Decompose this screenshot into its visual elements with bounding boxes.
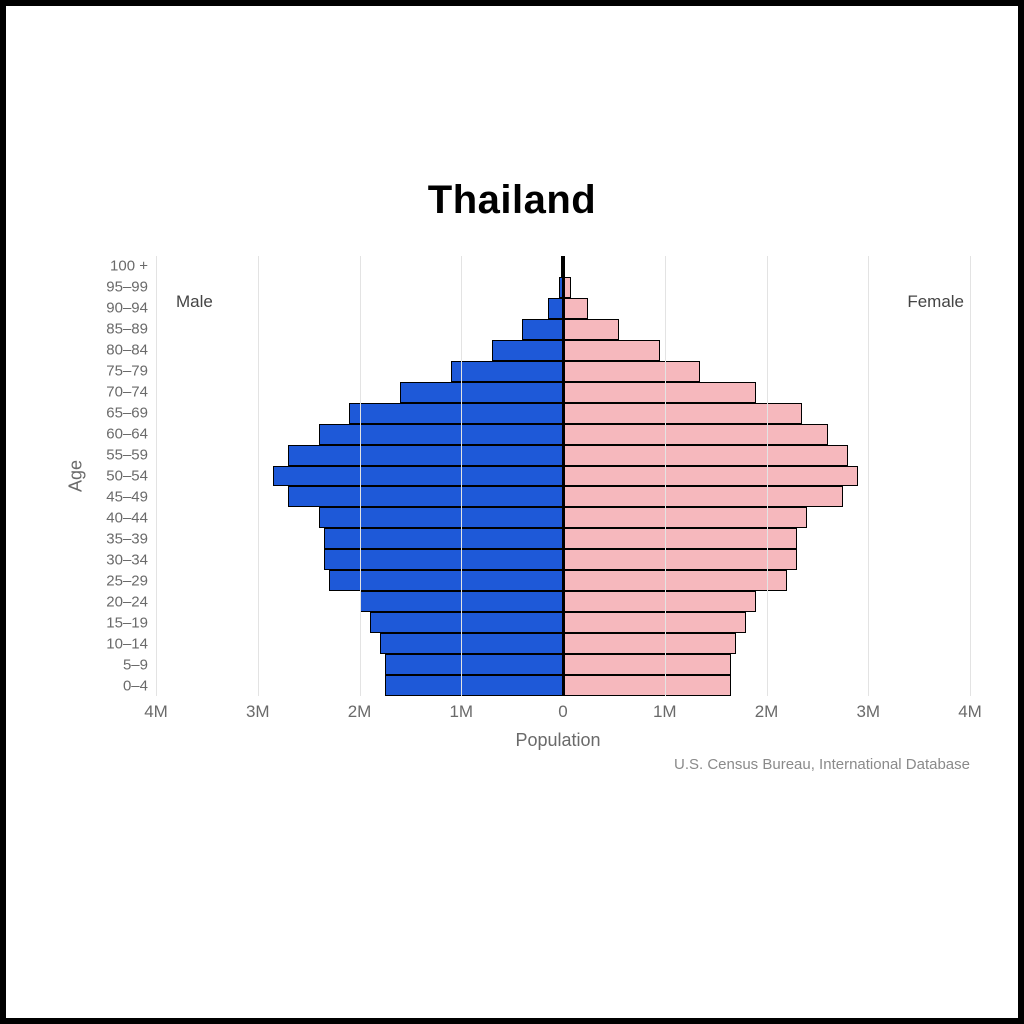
x-tick-label: 3M bbox=[856, 702, 880, 722]
x-tick-label: 0 bbox=[558, 702, 567, 722]
y-tick-label: 40–44 bbox=[106, 509, 148, 526]
center-axis-line bbox=[563, 256, 565, 696]
y-tick-label: 75–79 bbox=[106, 363, 148, 380]
female-bar bbox=[563, 570, 787, 591]
female-bar bbox=[563, 528, 797, 549]
gridline bbox=[767, 256, 768, 696]
plot-area: Male Female 0–45–910–1415–1920–2425–2930… bbox=[156, 256, 970, 696]
male-bar bbox=[400, 382, 563, 403]
female-bar bbox=[563, 424, 828, 445]
female-bar bbox=[563, 382, 756, 403]
female-bar bbox=[563, 633, 736, 654]
y-tick-label: 5–9 bbox=[123, 656, 148, 673]
female-bar bbox=[563, 654, 731, 675]
y-tick-label: 25–29 bbox=[106, 572, 148, 589]
y-tick-label: 85–89 bbox=[106, 321, 148, 338]
gridline bbox=[156, 256, 157, 696]
y-tick-label: 15–19 bbox=[106, 614, 148, 631]
y-axis-label: Age bbox=[66, 460, 87, 492]
y-tick-label: 45–49 bbox=[106, 488, 148, 505]
source-credit: U.S. Census Bureau, International Databa… bbox=[674, 756, 970, 773]
female-bar bbox=[563, 486, 843, 507]
gridline bbox=[970, 256, 971, 696]
male-bar bbox=[385, 654, 563, 675]
x-tick-label: 1M bbox=[653, 702, 677, 722]
male-bar bbox=[349, 403, 563, 424]
female-bar bbox=[563, 361, 700, 382]
female-bar bbox=[563, 591, 756, 612]
gridline bbox=[360, 256, 361, 696]
male-bar bbox=[370, 612, 563, 633]
y-tick-label: 50–54 bbox=[106, 467, 148, 484]
y-tick-label: 95–99 bbox=[106, 279, 148, 296]
y-tick-label: 0–4 bbox=[123, 677, 148, 694]
y-tick-label: 100 + bbox=[110, 258, 148, 275]
x-tick-label: 4M bbox=[958, 702, 982, 722]
gridline bbox=[868, 256, 869, 696]
y-tick-label: 70–74 bbox=[106, 384, 148, 401]
gridline bbox=[665, 256, 666, 696]
y-tick-label: 20–24 bbox=[106, 593, 148, 610]
male-bar bbox=[492, 340, 563, 361]
female-bar bbox=[563, 612, 746, 633]
male-bar bbox=[288, 486, 563, 507]
x-tick-label: 4M bbox=[144, 702, 168, 722]
female-bar bbox=[563, 466, 858, 487]
male-bar bbox=[288, 445, 563, 466]
female-bar bbox=[563, 319, 619, 340]
y-tick-label: 65–69 bbox=[106, 405, 148, 422]
x-tick-label: 2M bbox=[755, 702, 779, 722]
male-bar bbox=[451, 361, 563, 382]
outer-frame: Thailand Age Male Female 0–45–910–1415–1… bbox=[0, 0, 1024, 1024]
female-bar bbox=[563, 549, 797, 570]
y-tick-label: 60–64 bbox=[106, 426, 148, 443]
y-tick-label: 90–94 bbox=[106, 300, 148, 317]
y-tick-label: 80–84 bbox=[106, 342, 148, 359]
male-bar bbox=[319, 507, 563, 528]
female-bar bbox=[563, 675, 731, 696]
x-tick-label: 2M bbox=[348, 702, 372, 722]
male-bar bbox=[273, 466, 563, 487]
female-bar bbox=[563, 340, 660, 361]
y-tick-label: 10–14 bbox=[106, 635, 148, 652]
male-bar bbox=[548, 298, 563, 319]
male-bar bbox=[522, 319, 563, 340]
x-axis-ticks: 4M3M2M1M01M2M3M4M bbox=[156, 702, 970, 726]
y-tick-label: 55–59 bbox=[106, 447, 148, 464]
population-pyramid-chart: Age Male Female 0–45–910–1415–1920–2425–… bbox=[66, 256, 970, 696]
male-bar bbox=[329, 570, 563, 591]
x-tick-label: 1M bbox=[449, 702, 473, 722]
male-bar bbox=[385, 675, 563, 696]
chart-title: Thailand bbox=[6, 178, 1018, 223]
x-axis-label: Population bbox=[146, 730, 970, 751]
female-bar bbox=[563, 445, 848, 466]
gridline bbox=[461, 256, 462, 696]
y-tick-label: 30–34 bbox=[106, 551, 148, 568]
x-tick-label: 3M bbox=[246, 702, 270, 722]
y-tick-label: 35–39 bbox=[106, 530, 148, 547]
female-bar bbox=[563, 507, 807, 528]
female-bar bbox=[563, 298, 588, 319]
gridline bbox=[258, 256, 259, 696]
male-bar bbox=[380, 633, 563, 654]
male-bar bbox=[319, 424, 563, 445]
